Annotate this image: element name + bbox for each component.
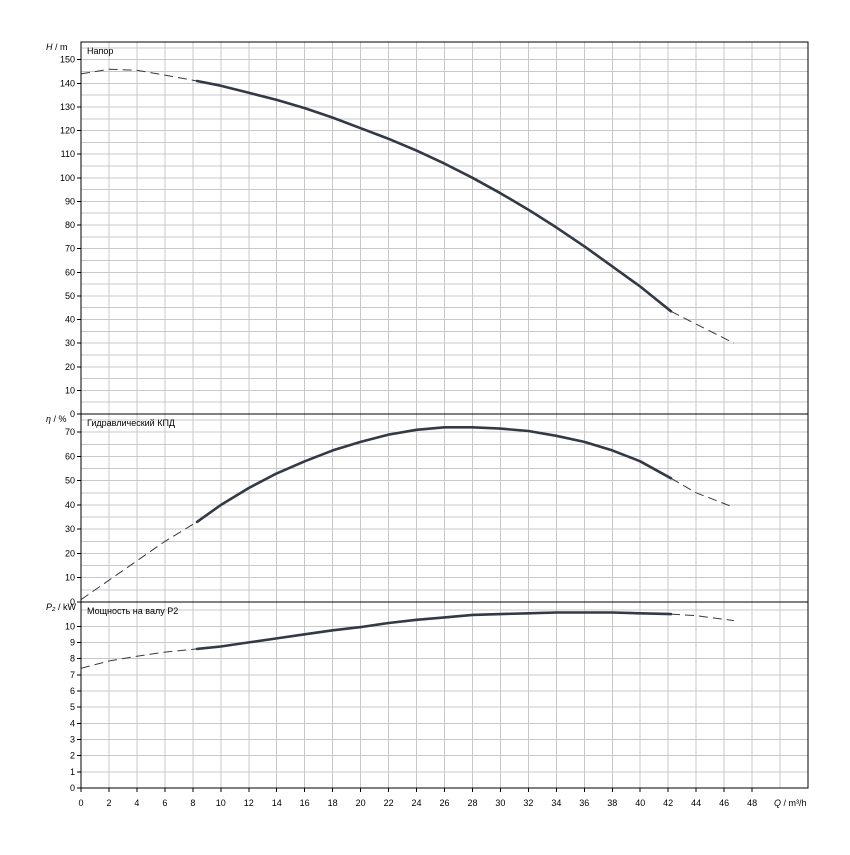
y-tick-label: 7 — [70, 670, 75, 680]
panel-title-efficiency: Гидравлический КПД — [87, 418, 175, 428]
y-tick-label: 20 — [65, 548, 75, 558]
x-tick-label: 36 — [579, 798, 589, 808]
curve-power-operating — [195, 611, 673, 651]
y-tick-label: 4 — [70, 718, 75, 728]
y-tick-label: 150 — [60, 55, 75, 65]
panel-head: 0 10 20 30 40 50 60 70 80 90 100 110 120 130 140 150 H /… — [46, 42, 808, 419]
x-tick-label: 18 — [328, 798, 338, 808]
curve-power-dashed-right — [670, 613, 734, 622]
y-tick-label: 5 — [70, 702, 75, 712]
x-tick-label: 34 — [551, 798, 561, 808]
x-tick-label: 48 — [747, 798, 757, 808]
y-tick-label: 50 — [65, 291, 75, 301]
x-tick-label: 6 — [162, 798, 167, 808]
x-tick-label: 8 — [190, 798, 195, 808]
y-tick-label: 8 — [70, 654, 75, 664]
y-tick-label: 60 — [65, 267, 75, 277]
curve-efficiency-dashed-left — [80, 521, 198, 601]
x-tick-label: 44 — [691, 798, 701, 808]
x-tick-label: 40 — [635, 798, 645, 808]
y-tick-label: 70 — [65, 244, 75, 254]
x-tick-label: 42 — [663, 798, 673, 808]
y-tick-label: 60 — [65, 451, 75, 461]
y-tick-label: 40 — [65, 500, 75, 510]
y-tick-label: 130 — [60, 102, 75, 112]
y-tick-label: 110 — [61, 149, 75, 159]
x-tick-label: 26 — [439, 798, 449, 808]
x-tick-label: 20 — [356, 798, 366, 808]
curve-power-dashed-left — [80, 648, 198, 669]
y-tick-label: 100 — [60, 173, 75, 183]
y-tick-label: 9 — [70, 637, 75, 647]
y-tick-label: 30 — [65, 338, 75, 348]
curve-efficiency-operating — [195, 426, 673, 524]
x-tick-label: 38 — [607, 798, 617, 808]
y-tick-label: 50 — [65, 476, 75, 486]
y-tick-label: 6 — [70, 686, 75, 696]
y-tick-label: 90 — [65, 196, 75, 206]
x-tick-label: 24 — [412, 798, 422, 808]
y-tick-label: 0 — [70, 783, 75, 793]
curve-head-operating — [195, 79, 673, 313]
y-axis-symbol: P₂ — [46, 602, 56, 612]
y-tick-label: 70 — [65, 427, 75, 437]
curve-efficiency-dashed-right — [670, 477, 735, 508]
y-axis-unit: / % — [51, 414, 67, 424]
x-tick-label: 30 — [495, 798, 505, 808]
panel-power: 0 1 2 3 4 5 6 7 8 9 10 P₂ / kW Мощность на валу P2 — [46, 602, 808, 793]
panel-efficiency: 0 10 20 30 40 50 60 70 η / % Гидравлический КПД — [46, 414, 808, 607]
x-tick-label: 28 — [467, 798, 477, 808]
x-tick-label: 10 — [216, 798, 226, 808]
x-tick-label: 12 — [244, 798, 254, 808]
x-axis-label: Q / m³/h — [774, 798, 807, 808]
x-tick-label: 14 — [272, 798, 282, 808]
x-tick-label: 16 — [300, 798, 310, 808]
x-tick-label: 22 — [384, 798, 394, 808]
y-tick-label: 80 — [65, 220, 75, 230]
y-axis-unit: / m — [53, 42, 68, 52]
y-tick-label: 20 — [65, 362, 75, 372]
y-tick-label: 0 — [70, 409, 75, 419]
y-tick-label: 30 — [65, 524, 75, 534]
y-tick-label: 10 — [65, 385, 75, 395]
y-tick-label: 2 — [70, 751, 75, 761]
y-axis-unit: / kW — [55, 602, 76, 612]
panel-title-power: Мощность на валу P2 — [87, 606, 178, 616]
x-tick-label: 46 — [719, 798, 729, 808]
y-axis-symbol: η — [46, 414, 51, 424]
panel-title-head: Напор — [87, 46, 113, 56]
x-axis-unit: / m³/h — [781, 798, 807, 808]
y-tick-label: 120 — [60, 126, 75, 136]
y-tick-label: 3 — [70, 734, 75, 744]
y-axis-label-power: P₂ / kW — [46, 602, 76, 612]
x-tick-label: 0 — [78, 798, 83, 808]
x-axis-symbol: Q — [774, 798, 781, 808]
y-tick-label: 10 — [65, 621, 75, 631]
y-tick-label: 40 — [65, 315, 75, 325]
y-axis-symbol: H — [46, 42, 53, 52]
x-tick-label: 4 — [134, 798, 139, 808]
y-axis-label-efficiency: η / % — [46, 414, 67, 424]
y-axis-label-head: H / m — [46, 42, 68, 52]
y-tick-label: 140 — [60, 78, 75, 88]
x-tick-label: 2 — [106, 798, 111, 808]
curve-head-dashed-right — [670, 310, 735, 344]
y-tick-label: 10 — [65, 573, 75, 583]
curve-head-dashed-left — [80, 68, 198, 82]
y-tick-label: 0 — [70, 597, 75, 607]
x-tick-label: 32 — [523, 798, 533, 808]
y-tick-label: 1 — [70, 767, 75, 777]
x-axis: 0 2 4 6 8 10 12 14 16 18 20 22 24 26 28 30 32 34 36 38 40 42 4… — [78, 788, 807, 808]
